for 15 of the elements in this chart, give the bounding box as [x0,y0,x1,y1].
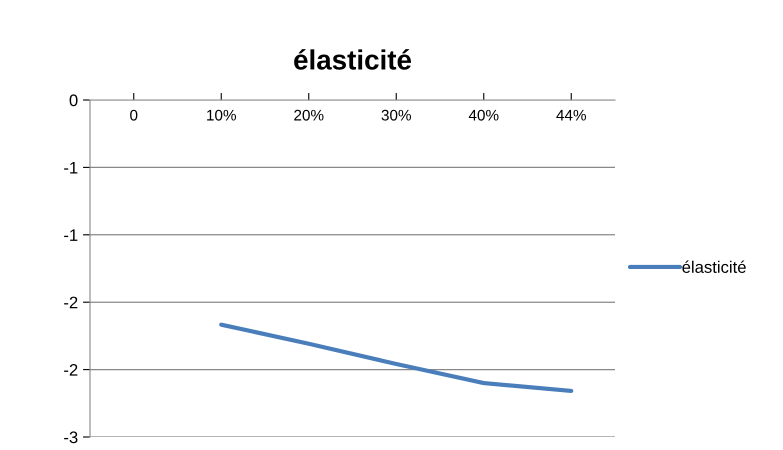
legend-label: élasticité [682,260,746,273]
y-tick-label: -1 [64,162,78,174]
x-tick-label: 30% [382,110,411,121]
y-tick-label: 0 [70,94,78,106]
y-tick-label: -2 [64,296,78,308]
x-tick-label: 20% [294,110,324,121]
y-tick-label: -1 [64,229,78,241]
x-tick-label: 0 [130,110,138,121]
line-series [219,322,574,394]
y-tick-label: -3 [64,431,78,444]
chart-title: élasticité [294,49,412,70]
x-tick-label: 10% [207,110,236,121]
x-tick-label: 40% [468,110,498,121]
x-tick-label: 44% [556,110,586,121]
y-tick-label: -2 [64,364,78,376]
